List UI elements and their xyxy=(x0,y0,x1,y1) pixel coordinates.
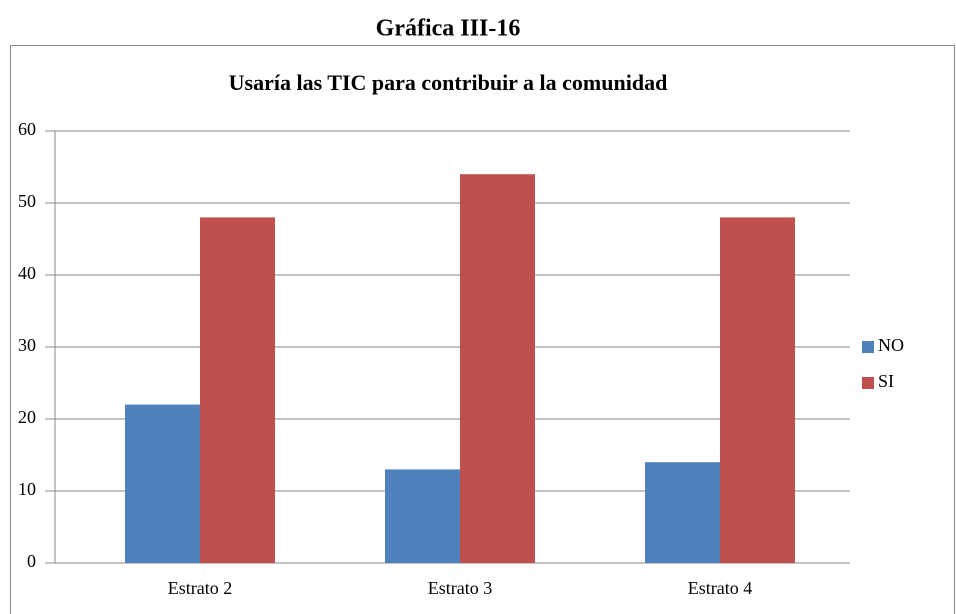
chart-frame xyxy=(10,45,955,614)
bar xyxy=(125,404,200,563)
x-tick-label: Estrato 4 xyxy=(688,578,753,598)
chart-title: Usaría las TIC para contribuir a la comu… xyxy=(229,70,668,95)
y-tick-label: 0 xyxy=(27,551,36,571)
legend-label: NO xyxy=(878,335,904,355)
y-tick-label: 50 xyxy=(18,191,36,211)
y-tick-label: 60 xyxy=(18,119,36,139)
y-tick-label: 20 xyxy=(18,407,36,427)
legend-swatch xyxy=(862,377,874,389)
x-tick-label: Estrato 3 xyxy=(428,578,493,598)
bar xyxy=(720,217,795,563)
heading: Gráfica III-16 xyxy=(376,16,521,42)
bar xyxy=(645,462,720,563)
bar xyxy=(385,469,460,563)
bar xyxy=(200,217,275,563)
bar xyxy=(460,174,535,563)
legend-swatch xyxy=(862,341,874,353)
legend-label: SI xyxy=(878,371,894,391)
y-tick-label: 40 xyxy=(18,263,36,283)
y-tick-label: 30 xyxy=(18,335,36,355)
y-tick-label: 10 xyxy=(18,479,36,499)
x-tick-label: Estrato 2 xyxy=(168,578,233,598)
